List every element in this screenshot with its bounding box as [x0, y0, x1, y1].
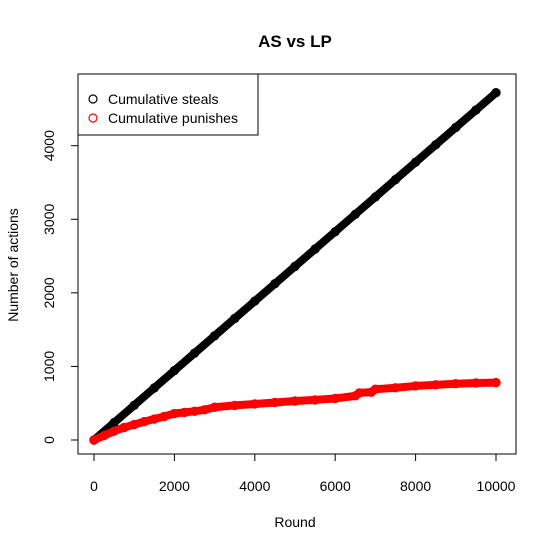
data-point: [451, 122, 461, 133]
x-axis: 0 2000 4000 6000 8000 10000: [90, 453, 516, 494]
legend-label-steals: Cumulative steals: [108, 91, 219, 107]
data-point: [129, 400, 139, 410]
x-tick-label: 6000: [320, 478, 351, 494]
y-tick-label: 2000: [41, 277, 57, 308]
data-point: [179, 407, 190, 418]
data-point: [169, 408, 180, 419]
data-point: [370, 384, 381, 394]
data-point: [491, 377, 501, 388]
data-point: [149, 383, 160, 393]
x-tick-label: 0: [90, 478, 98, 494]
data-point: [189, 348, 200, 358]
x-tick-label: 10000: [477, 478, 516, 494]
data-point: [189, 406, 200, 417]
data-point: [330, 226, 340, 237]
data-point: [250, 399, 260, 409]
data-point: [410, 157, 421, 167]
data-point: [310, 395, 320, 405]
chart-title: AS vs LP: [258, 32, 332, 51]
data-point: [229, 400, 240, 411]
data-point: [354, 388, 365, 398]
y-tick-label: 1000: [41, 351, 57, 382]
data-point: [119, 422, 129, 433]
data-point: [310, 244, 320, 254]
y-tick-label: 0: [41, 436, 57, 444]
x-tick-label: 8000: [400, 478, 431, 494]
legend-label-punishes: Cumulative punishes: [108, 110, 238, 126]
data-point: [350, 209, 360, 219]
data-point: [390, 383, 401, 393]
data-point: [209, 331, 220, 341]
data-point: [169, 365, 180, 376]
x-axis-title: Round: [274, 514, 315, 530]
series-trace: [90, 88, 500, 444]
x-tick-label: 4000: [239, 478, 270, 494]
data-point: [390, 174, 401, 185]
data-point: [270, 397, 280, 408]
data-point: [199, 405, 210, 415]
data-point: [149, 414, 160, 424]
legend-marker-steals: [88, 94, 98, 104]
data-point: [370, 192, 381, 202]
data-point: [209, 402, 220, 412]
series-0: [89, 88, 501, 445]
legend: Cumulative steals Cumulative punishes: [77, 73, 259, 136]
data-point: [99, 430, 109, 441]
data-point: [491, 88, 501, 98]
y-axis: 0 1000 2000 3000 4000: [41, 130, 79, 444]
series-1: [89, 377, 501, 445]
legend-box: [77, 73, 259, 136]
legend-marker-punishes: [88, 113, 98, 123]
data-point: [129, 419, 139, 430]
data-point: [290, 261, 300, 272]
data-point: [471, 378, 481, 388]
y-axis-title: Number of actions: [5, 208, 21, 322]
data-point: [109, 426, 119, 436]
data-point: [431, 140, 441, 150]
data-point: [431, 380, 441, 390]
data-point: [410, 381, 421, 391]
y-tick-label: 4000: [41, 130, 57, 161]
data-point: [229, 313, 240, 324]
data-point: [250, 296, 260, 306]
data-point: [159, 411, 170, 422]
data-point: [451, 379, 461, 389]
series-layer: [89, 88, 501, 445]
data-point: [89, 435, 99, 445]
data-point: [139, 416, 149, 427]
data-point: [330, 393, 340, 404]
x-tick-label: 2000: [159, 478, 190, 494]
data-point: [290, 396, 300, 406]
y-tick-label: 3000: [41, 204, 57, 235]
data-point: [270, 279, 280, 289]
data-point: [471, 105, 481, 115]
